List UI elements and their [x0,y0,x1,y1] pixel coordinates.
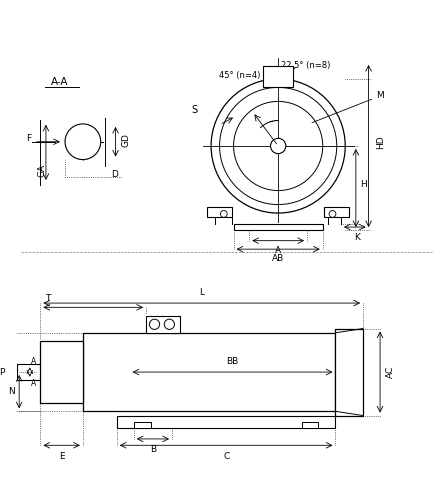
Text: GA: GA [37,164,46,177]
Circle shape [164,319,175,330]
Text: GD: GD [121,132,130,146]
Bar [83,333,335,411]
Text: P: P [0,368,4,376]
Text: A: A [31,378,36,388]
Text: AB: AB [272,254,284,263]
Text: H: H [360,180,367,190]
Text: T: T [45,294,50,303]
Text: 45° (n=4): 45° (n=4) [219,72,260,80]
Text: K: K [354,234,360,242]
Circle shape [329,210,336,218]
Circle shape [149,319,159,330]
Circle shape [65,124,101,160]
Text: L: L [199,288,204,296]
Text: B: B [150,446,156,454]
Circle shape [271,138,286,154]
Bar [324,206,350,218]
Circle shape [221,210,227,218]
Text: A: A [275,246,281,255]
Bar [40,342,83,403]
Text: N: N [8,387,15,396]
Bar [302,422,319,428]
Bar [335,328,363,416]
Bar [146,316,180,333]
Text: S: S [191,105,197,115]
Text: 22,5° (n=8): 22,5° (n=8) [281,61,330,70]
Text: D: D [111,170,118,179]
Text: F: F [27,134,31,143]
Bar [233,224,323,230]
Text: E: E [59,452,64,460]
Bar [117,416,335,428]
Text: C: C [223,452,229,460]
Bar [134,422,151,428]
Text: M: M [376,90,384,100]
Text: BB: BB [226,356,239,366]
Bar [263,66,293,88]
Text: A-A: A-A [51,78,68,88]
Text: A: A [31,356,36,366]
Text: HD: HD [376,135,385,148]
Text: AC: AC [386,366,396,378]
Bar [207,206,232,218]
